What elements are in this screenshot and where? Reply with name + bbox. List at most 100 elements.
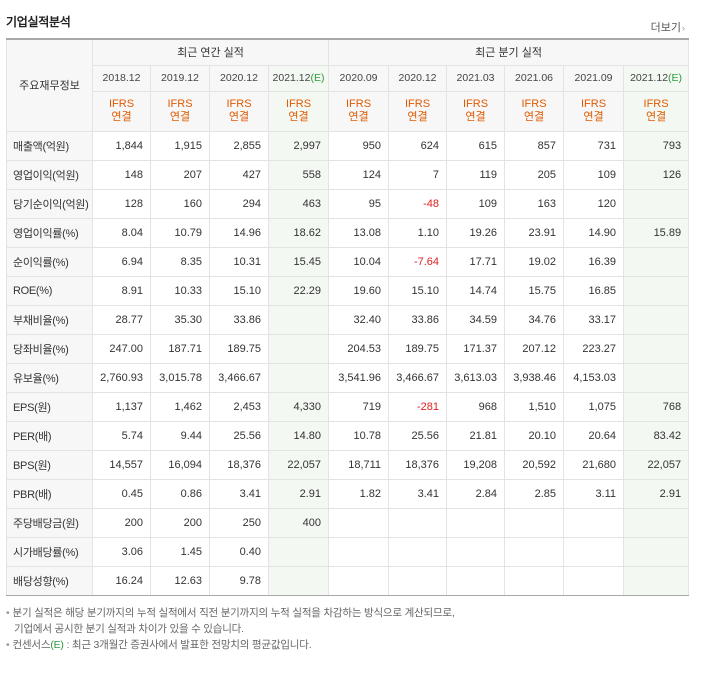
table-cell — [563, 565, 625, 596]
table-cell — [504, 565, 565, 596]
table-cell: 1,915 — [150, 130, 210, 161]
more-label[interactable]: 더보기 — [650, 22, 681, 34]
table-row: PER(배) 5.74 9.44 25.56 14.80 10.78 25.56 21.81 2… — [6, 420, 690, 451]
table-row: 유보율(%) 2,760.93 3,015.78 3,466.67 3,541.96 3,… — [6, 362, 690, 393]
table-cell: 3.41 — [388, 478, 448, 509]
note-2-prefix: 컨센서스 — [12, 639, 51, 651]
table-row: 당좌비율(%) 247.00 187.71 189.75 204.53 189.75 171… — [6, 333, 690, 364]
table-cell: 22.29 — [267, 275, 330, 306]
table-row: 영업이익률(%) 8.04 10.79 14.96 18.62 13.08 1.10 19.2… — [6, 217, 690, 248]
table-cell — [446, 565, 506, 596]
consolidated-label: 연결 — [348, 111, 369, 123]
table-cell: 163 — [504, 188, 565, 219]
table-cell: 14.80 — [267, 420, 330, 451]
table-cell: 189.75 — [388, 333, 448, 364]
table-cell: 2,855 — [209, 130, 269, 161]
table-cell: -7.64 — [388, 246, 448, 277]
table-cell: 3.11 — [563, 478, 625, 509]
table-cell: 187.71 — [150, 333, 210, 364]
note-2-suffix: : 최근 3개월간 증권사에서 발표한 전망치의 평균값입니다. — [66, 639, 312, 651]
table-cell — [623, 565, 690, 596]
table-cell: 0.45 — [92, 478, 151, 509]
period-label: 2021.06 — [515, 72, 554, 84]
row-label: EPS(원) — [6, 391, 93, 422]
table-row: 순이익률(%) 6.94 8.35 10.31 15.45 10.04 -7.64 17.71… — [6, 246, 690, 277]
table-cell: 126 — [623, 159, 690, 190]
table-cell: 857 — [504, 130, 565, 161]
ifrs-label: IFRS — [463, 98, 489, 110]
table-cell: 768 — [623, 391, 690, 422]
note-2: • 컨센서스(E) : 최근 3개월간 증권사에서 발표한 전망치의 평균값입니다… — [6, 637, 455, 653]
row-label: 당기순이익(억원) — [6, 188, 93, 219]
table-cell: 83.42 — [623, 420, 690, 451]
row-label: 당좌비율(%) — [6, 333, 93, 364]
table-cell: 1.45 — [150, 536, 210, 567]
table-cell: 950 — [328, 130, 390, 161]
consolidated-label: 연결 — [288, 111, 309, 123]
note-1-text: 분기 실적은 해당 분기까지의 누적 실적에서 직전 분기까지의 누적 실적을 … — [12, 607, 455, 619]
table-cell: 0.86 — [150, 478, 210, 509]
table-cell: 8.04 — [92, 217, 151, 248]
ifrs-label: IFRS — [521, 98, 547, 110]
table-row: EPS(원) 1,137 1,462 2,453 4,330 719 -281 968 1,51… — [6, 391, 690, 422]
table-cell: 16.24 — [92, 565, 151, 596]
more-link[interactable]: 더보기› — [651, 19, 685, 35]
chevron-right-icon: › — [682, 23, 685, 33]
table-cell: 19.02 — [504, 246, 565, 277]
table-cell: 558 — [267, 159, 330, 190]
table-cell: 124 — [328, 159, 390, 190]
table-cell: 2,997 — [267, 130, 330, 161]
period-label: 2019.12 — [161, 72, 199, 84]
table-cell: 0.40 — [209, 536, 269, 567]
table-cell: 109 — [563, 159, 625, 190]
table-cell: 20.64 — [563, 420, 625, 451]
table-cell: 731 — [563, 130, 625, 161]
table-cell: 21,680 — [563, 449, 625, 480]
table-cell: 2.84 — [446, 478, 506, 509]
table-cell — [623, 333, 690, 364]
table-cell: 35.30 — [150, 304, 210, 335]
ifrs-header: IFRS 연결 — [446, 90, 506, 132]
financial-table: 주요재무정보 최근 연간 실적 최근 분기 실적 2018.12 2019.12 2… — [6, 38, 690, 596]
table-cell: 15.45 — [267, 246, 330, 277]
table-row: BPS(원) 14,557 16,094 18,376 22,057 18,711 18,3… — [6, 449, 690, 480]
table-cell: 5.74 — [92, 420, 151, 451]
table-cell: 2.91 — [623, 478, 690, 509]
table-cell: 2,760.93 — [92, 362, 151, 393]
table-cell: -281 — [388, 391, 448, 422]
consolidated-label: 연결 — [407, 111, 428, 123]
row-label: 주당배당금(원) — [6, 507, 93, 538]
table-cell: 204.53 — [328, 333, 390, 364]
ifrs-label: IFRS — [581, 98, 607, 110]
table-cell: 12.63 — [150, 565, 210, 596]
table-cell: 148 — [92, 159, 151, 190]
note-2-marker: (E) — [50, 639, 64, 651]
table-cell — [267, 565, 330, 596]
table-cell — [446, 536, 506, 567]
consolidated-label: 연결 — [111, 111, 132, 123]
period-label: 2021.09 — [574, 72, 613, 84]
table-cell: 17.71 — [446, 246, 506, 277]
period-header: 2021.12(E) — [623, 64, 690, 92]
table-cell: 18,376 — [388, 449, 448, 480]
table-cell: 200 — [92, 507, 151, 538]
table-cell: 2,453 — [209, 391, 269, 422]
table-cell: 624 — [388, 130, 448, 161]
period-header: 2021.12(E) — [267, 64, 330, 92]
table-cell — [623, 188, 690, 219]
table-cell: 9.44 — [150, 420, 210, 451]
table-cell: 15.89 — [623, 217, 690, 248]
table-cell: 25.56 — [388, 420, 448, 451]
table-cell: 18,376 — [209, 449, 269, 480]
table-cell — [388, 536, 448, 567]
table-cell: 19.60 — [328, 275, 390, 306]
table-row: 시가배당률(%) 3.06 1.45 0.40 — [6, 536, 690, 567]
table-cell — [328, 507, 390, 538]
row-label: 유보율(%) — [6, 362, 93, 393]
period-label: 2021.12 — [630, 72, 669, 84]
table-cell: 95 — [328, 188, 390, 219]
table-cell: 20,592 — [504, 449, 565, 480]
table-cell — [328, 536, 390, 567]
footnotes: • 분기 실적은 해당 분기까지의 누적 실적에서 직전 분기까지의 누적 실적을… — [6, 605, 455, 653]
ifrs-header: IFRS 연결 — [92, 90, 151, 132]
